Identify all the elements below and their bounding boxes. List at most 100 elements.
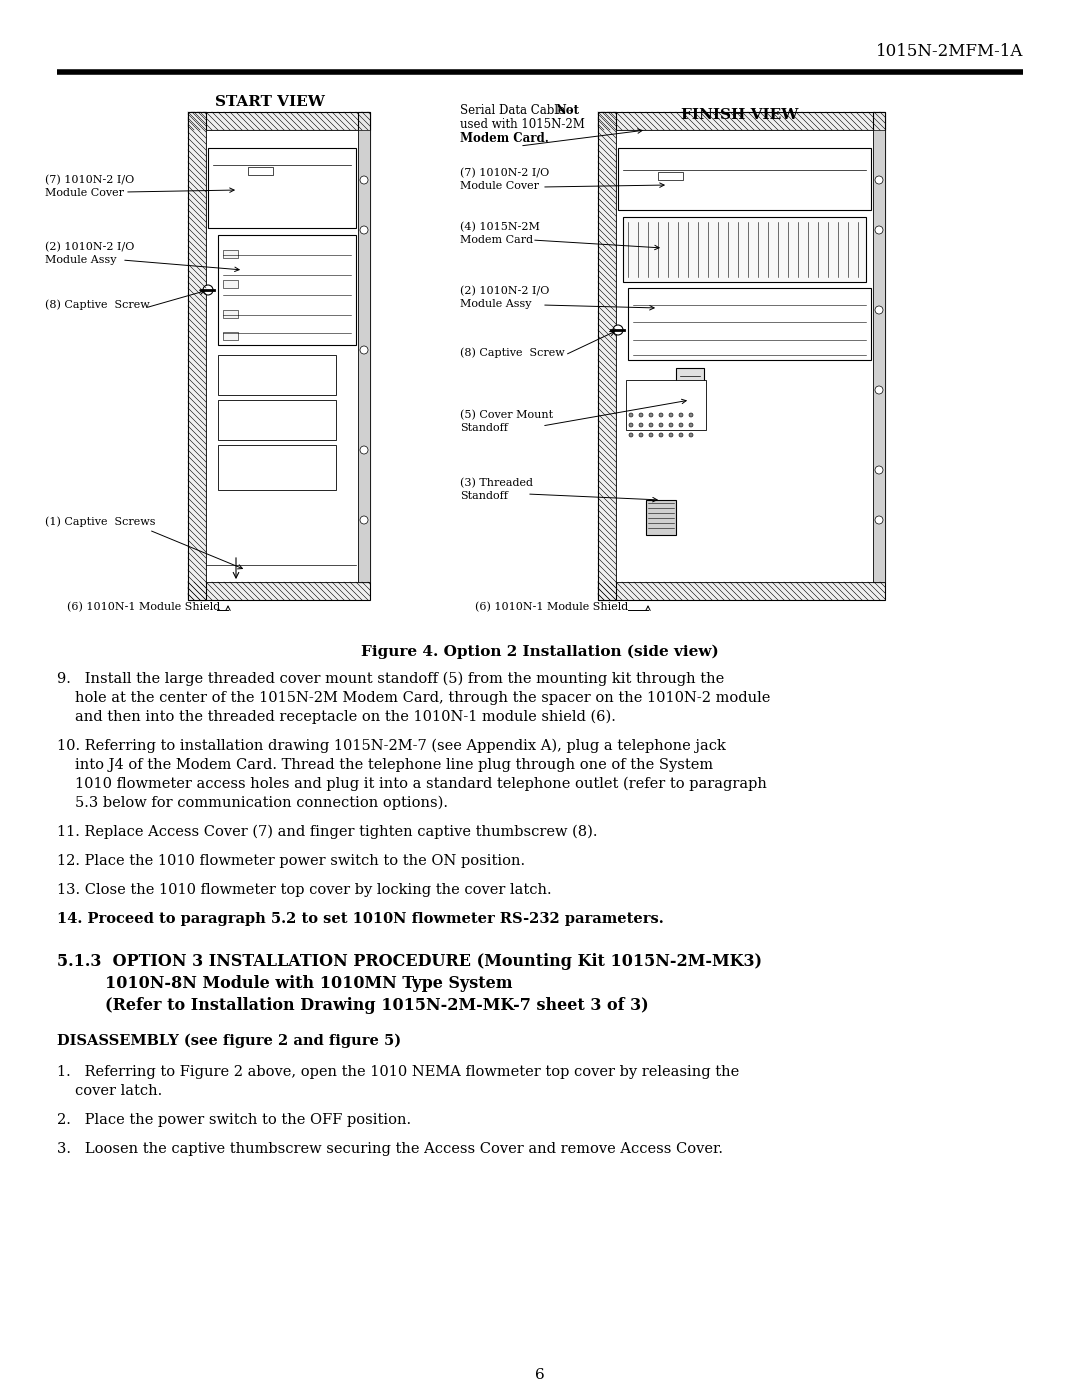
Text: DISASSEMBLY (see figure 2 and figure 5): DISASSEMBLY (see figure 2 and figure 5) — [57, 1034, 401, 1048]
Bar — [627, 288, 870, 360]
Text: (7) 1010N-2 I/O: (7) 1010N-2 I/O — [45, 175, 134, 184]
Text: 1010 flowmeter access holes and plug it into a standard telephone outlet (refer : 1010 flowmeter access holes and plug it … — [75, 777, 767, 791]
Text: 12. Place the 1010 flowmeter power switch to the ON position.: 12. Place the 1010 flowmeter power switc… — [57, 854, 525, 868]
Circle shape — [875, 226, 883, 235]
Text: Modem Card: Modem Card — [460, 235, 534, 244]
Circle shape — [639, 423, 643, 427]
Text: Standoff: Standoff — [460, 423, 508, 433]
Circle shape — [203, 285, 213, 295]
Bar — [222, 310, 238, 319]
Bar — [626, 380, 706, 430]
Circle shape — [659, 414, 663, 416]
Text: Figure 4. Option 2 Installation (side view): Figure 4. Option 2 Installation (side vi… — [361, 645, 719, 659]
Bar — [218, 446, 336, 490]
Bar — [598, 583, 885, 599]
Bar — [676, 367, 704, 400]
Bar — [218, 400, 336, 440]
Bar — [618, 148, 870, 210]
Text: START VIEW: START VIEW — [215, 95, 325, 109]
Bar — [222, 279, 238, 288]
Text: 9.   Install the large threaded cover mount standoff (5) from the mounting kit t: 9. Install the large threaded cover moun… — [57, 672, 725, 686]
Text: (8) Captive  Screw: (8) Captive Screw — [45, 299, 150, 310]
Text: (7) 1010N-2 I/O: (7) 1010N-2 I/O — [460, 168, 550, 177]
Text: 13. Close the 1010 flowmeter top cover by locking the cover latch.: 13. Close the 1010 flowmeter top cover b… — [57, 883, 552, 897]
Bar — [873, 130, 885, 583]
Text: Modem Card.: Modem Card. — [460, 131, 549, 145]
Circle shape — [875, 386, 883, 394]
Text: and then into the threaded receptacle on the 1010N-1 module shield (6).: and then into the threaded receptacle on… — [75, 710, 616, 725]
Bar — [188, 112, 206, 599]
Text: Standoff: Standoff — [460, 490, 508, 502]
Circle shape — [629, 433, 633, 437]
Circle shape — [679, 433, 683, 437]
Text: 5.1.3  OPTION 3 INSTALLATION PROCEDURE (Mounting Kit 1015N-2M-MK3): 5.1.3 OPTION 3 INSTALLATION PROCEDURE (M… — [57, 953, 762, 970]
Circle shape — [639, 414, 643, 416]
Bar — [206, 130, 357, 583]
Circle shape — [360, 515, 368, 524]
Circle shape — [689, 414, 693, 416]
Circle shape — [875, 515, 883, 524]
Bar — [218, 235, 356, 345]
Circle shape — [875, 306, 883, 314]
Text: Module Assy: Module Assy — [460, 299, 531, 309]
Bar — [248, 168, 273, 175]
Bar — [598, 112, 885, 130]
Circle shape — [669, 414, 673, 416]
Circle shape — [360, 176, 368, 184]
Bar — [218, 355, 336, 395]
Text: 14. Proceed to paragraph 5.2 to set 1010N flowmeter RS-232 parameters.: 14. Proceed to paragraph 5.2 to set 1010… — [57, 912, 664, 926]
Circle shape — [360, 226, 368, 235]
Circle shape — [679, 423, 683, 427]
Bar — [598, 112, 616, 599]
Circle shape — [649, 423, 653, 427]
Text: 6: 6 — [535, 1368, 545, 1382]
Text: 3.   Loosen the captive thumbscrew securing the Access Cover and remove Access C: 3. Loosen the captive thumbscrew securin… — [57, 1141, 723, 1155]
Text: (2) 1010N-2 I/O: (2) 1010N-2 I/O — [45, 242, 134, 251]
Circle shape — [360, 346, 368, 353]
Bar — [188, 112, 370, 130]
Text: (8) Captive  Screw: (8) Captive Screw — [460, 348, 565, 358]
Text: Module Cover: Module Cover — [45, 189, 124, 198]
Text: (3) Threaded: (3) Threaded — [460, 478, 534, 488]
Bar — [357, 112, 370, 583]
Circle shape — [689, 423, 693, 427]
Text: Serial Data Cable -: Serial Data Cable - — [460, 103, 577, 117]
Circle shape — [613, 326, 623, 335]
Text: (1) Captive  Screws: (1) Captive Screws — [45, 517, 156, 527]
Bar — [208, 148, 356, 228]
Circle shape — [659, 423, 663, 427]
Text: 1.   Referring to Figure 2 above, open the 1010 NEMA flowmeter top cover by rele: 1. Referring to Figure 2 above, open the… — [57, 1065, 739, 1078]
Text: 5.3 below for communication connection options).: 5.3 below for communication connection o… — [75, 796, 448, 810]
Text: FINISH VIEW: FINISH VIEW — [681, 108, 799, 122]
Circle shape — [875, 176, 883, 184]
Text: Not: Not — [555, 103, 579, 117]
Circle shape — [649, 414, 653, 416]
Text: into J4 of the Modem Card. Thread the telephone line plug through one of the Sys: into J4 of the Modem Card. Thread the te… — [75, 759, 713, 773]
Bar — [646, 500, 676, 535]
Bar — [616, 130, 873, 583]
Bar — [222, 250, 238, 258]
Circle shape — [679, 414, 683, 416]
Bar — [357, 130, 370, 583]
Text: (Refer to Installation Drawing 1015N-2M-MK-7 sheet 3 of 3): (Refer to Installation Drawing 1015N-2M-… — [105, 997, 649, 1014]
Text: (6) 1010N-1 Module Shield: (6) 1010N-1 Module Shield — [475, 602, 629, 612]
Bar — [658, 172, 683, 180]
Text: (4) 1015N-2M: (4) 1015N-2M — [460, 222, 540, 232]
Text: Module Cover: Module Cover — [460, 182, 539, 191]
Circle shape — [669, 423, 673, 427]
Text: 1010N-8N Module with 1010MN Type System: 1010N-8N Module with 1010MN Type System — [105, 975, 513, 992]
Bar — [623, 217, 866, 282]
Circle shape — [629, 423, 633, 427]
Circle shape — [689, 433, 693, 437]
Text: Module Assy: Module Assy — [45, 256, 117, 265]
Circle shape — [629, 414, 633, 416]
Text: 1015N-2MFM-1A: 1015N-2MFM-1A — [876, 43, 1023, 60]
Text: (6) 1010N-1 Module Shield: (6) 1010N-1 Module Shield — [67, 602, 220, 612]
Circle shape — [669, 433, 673, 437]
Bar — [873, 112, 885, 583]
Circle shape — [360, 446, 368, 454]
Text: cover latch.: cover latch. — [75, 1084, 162, 1098]
Circle shape — [875, 467, 883, 474]
Circle shape — [639, 433, 643, 437]
Text: 2.   Place the power switch to the OFF position.: 2. Place the power switch to the OFF pos… — [57, 1113, 411, 1127]
